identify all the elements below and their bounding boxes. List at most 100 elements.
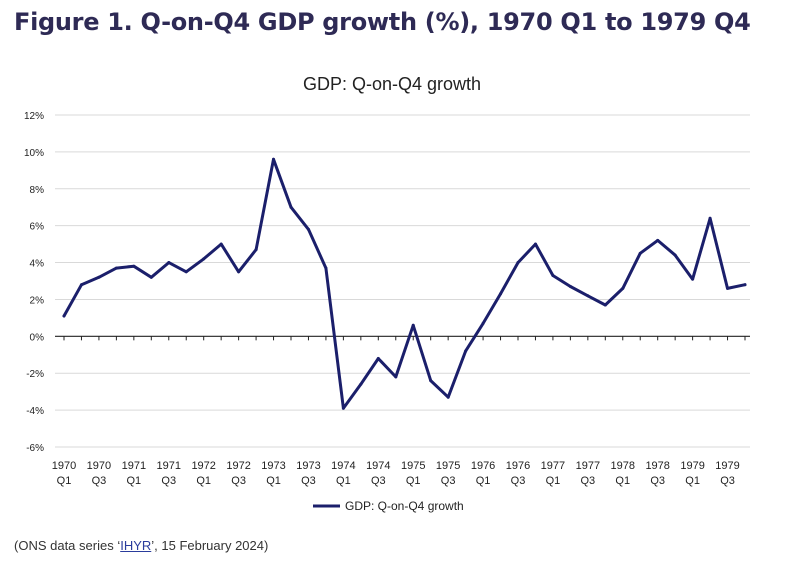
source-prefix: (ONS data series ‘ — [14, 538, 121, 553]
x-tick-year: 1979 — [715, 460, 739, 472]
data-point — [481, 321, 485, 325]
data-point — [726, 286, 730, 290]
x-tick-year: 1976 — [471, 460, 495, 472]
data-point — [219, 242, 223, 246]
x-tick-year: 1971 — [157, 460, 181, 472]
data-point — [184, 270, 188, 274]
data-point — [464, 349, 468, 353]
data-point — [638, 251, 642, 255]
gridlines — [55, 114, 750, 448]
x-tick-quarter: Q1 — [266, 475, 281, 487]
y-axis-ticks: -6% -4% -2% 0% 2% 4% 6% 8% 10% 12% — [24, 111, 44, 454]
x-tick-quarter: Q1 — [546, 475, 561, 487]
data-point — [289, 205, 293, 209]
legend: GDP: Q-on-Q4 growth — [313, 499, 464, 513]
x-tick-year: 1978 — [645, 460, 669, 472]
data-point — [114, 266, 118, 270]
x-tick-quarter: Q3 — [650, 475, 665, 487]
x-tick-quarter: Q1 — [336, 475, 351, 487]
x-tick-quarter: Q3 — [231, 475, 246, 487]
x-tick-year: 1973 — [261, 460, 285, 472]
x-tick-quarter: Q3 — [720, 475, 735, 487]
figure-title: Figure 1. Q-on-Q4 GDP growth (%), 1970 Q… — [14, 8, 751, 36]
data-point — [167, 261, 171, 265]
gdp-growth-chart: GDP: Q-on-Q4 growth -6% -4% -2% 0% 2% 4% 6% 8% 1… — [24, 74, 750, 513]
y-tick-label: -6% — [26, 443, 44, 454]
x-tick-quarter: Q1 — [406, 475, 421, 487]
data-point — [272, 157, 276, 161]
data-point — [499, 292, 503, 296]
x-tick-quarter: Q1 — [476, 475, 491, 487]
x-axis-ticks: 1970 Q1 1970 Q3 1971 Q1 1971 Q3 1972 Q1 1972 Q3 1973… — [52, 460, 740, 487]
y-tick-label: -4% — [26, 406, 44, 417]
data-point — [132, 264, 136, 268]
data-point — [568, 285, 572, 289]
series-line-gdp — [62, 157, 747, 410]
x-tick-year: 1970 — [52, 460, 76, 472]
legend-label: GDP: Q-on-Q4 growth — [345, 499, 464, 513]
x-tick-quarter: Q3 — [581, 475, 596, 487]
data-point — [254, 248, 258, 252]
data-point — [149, 275, 153, 279]
x-tick-year: 1970 — [87, 460, 111, 472]
x-tick-year: 1972 — [226, 460, 250, 472]
x-tick-year: 1974 — [331, 460, 355, 472]
data-point — [237, 270, 241, 274]
y-tick-label: 12% — [24, 111, 44, 122]
data-point — [324, 266, 328, 270]
x-tick-quarter: Q1 — [196, 475, 211, 487]
x-tick-quarter: Q1 — [615, 475, 630, 487]
x-tick-year: 1974 — [366, 460, 390, 472]
x-tick-year: 1975 — [436, 460, 460, 472]
data-point — [586, 294, 590, 298]
x-tick-quarter: Q1 — [685, 475, 700, 487]
source-suffix: ’, 15 February 2024) — [151, 538, 269, 553]
x-tick-year: 1977 — [576, 460, 600, 472]
x-tick-year: 1979 — [680, 460, 704, 472]
chart-title: GDP: Q-on-Q4 growth — [303, 74, 481, 94]
source-note: (ONS data series ‘IHYR’, 15 February 202… — [14, 538, 268, 553]
x-tick-quarter: Q1 — [127, 475, 142, 487]
series-layer — [62, 157, 747, 410]
source-link[interactable]: IHYR — [120, 538, 152, 553]
x-tick-year: 1975 — [401, 460, 425, 472]
x-tick-year: 1978 — [611, 460, 635, 472]
data-point — [708, 216, 712, 220]
y-tick-label: 2% — [30, 295, 45, 306]
y-tick-label: 10% — [24, 148, 44, 159]
x-tick-quarter: Q3 — [301, 475, 316, 487]
data-point — [446, 395, 450, 399]
data-point — [79, 283, 83, 287]
data-point — [306, 227, 310, 231]
x-tick-quarter: Q3 — [441, 475, 456, 487]
data-point — [743, 283, 747, 287]
x-tick-year: 1973 — [296, 460, 320, 472]
data-point — [533, 242, 537, 246]
data-point — [97, 275, 101, 279]
data-point — [394, 375, 398, 379]
data-point — [621, 286, 625, 290]
x-tick-year: 1972 — [191, 460, 215, 472]
data-point — [359, 382, 363, 386]
data-point — [411, 323, 415, 327]
x-tick-quarter: Q1 — [57, 475, 72, 487]
y-tick-label: -2% — [26, 369, 44, 380]
x-tick-quarter: Q3 — [511, 475, 526, 487]
data-point — [691, 277, 695, 281]
y-tick-label: 4% — [30, 259, 45, 270]
y-tick-label: 0% — [30, 332, 45, 343]
data-point — [516, 261, 520, 265]
data-point — [673, 253, 677, 257]
data-point — [603, 303, 607, 307]
x-tick-year: 1976 — [506, 460, 530, 472]
data-point — [62, 314, 66, 318]
x-tick-quarter: Q3 — [371, 475, 386, 487]
x-tick-year: 1977 — [541, 460, 565, 472]
x-tick-year: 1971 — [122, 460, 146, 472]
data-point — [429, 379, 433, 383]
data-point — [341, 406, 345, 410]
x-tick-quarter: Q3 — [161, 475, 176, 487]
y-tick-label: 6% — [30, 222, 45, 233]
x-tick-quarter: Q3 — [92, 475, 107, 487]
data-point — [656, 238, 660, 242]
